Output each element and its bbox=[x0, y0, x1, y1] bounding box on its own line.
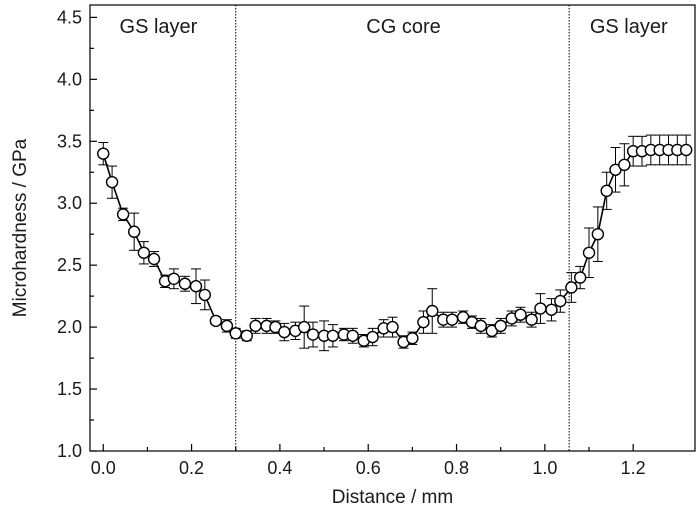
data-point bbox=[220, 319, 234, 333]
data-point bbox=[127, 225, 141, 238]
data-point bbox=[474, 319, 488, 333]
y-tick-label: 3.5 bbox=[57, 131, 82, 151]
data-point bbox=[326, 329, 340, 342]
data-point bbox=[178, 277, 192, 290]
data-point bbox=[573, 271, 587, 284]
y-tick-labels: 1.0 1.5 2.0 2.5 3.0 3.5 4.0 4.5 bbox=[57, 7, 82, 461]
data-point bbox=[240, 329, 253, 342]
axis-ticks bbox=[90, 16, 634, 452]
data-point bbox=[618, 158, 631, 172]
data-point bbox=[554, 294, 567, 308]
data-point bbox=[417, 315, 430, 329]
region-label-1: CG core bbox=[366, 16, 440, 38]
data-point bbox=[600, 184, 613, 198]
error-bars bbox=[98, 134, 692, 352]
data-point bbox=[582, 246, 596, 259]
data-point bbox=[189, 280, 203, 293]
zone-boundaries bbox=[235, 5, 570, 451]
data-point bbox=[679, 143, 693, 157]
data-point bbox=[116, 208, 130, 221]
data-point bbox=[426, 304, 439, 318]
x-tick-label: 0.6 bbox=[356, 458, 381, 478]
x-tick-label: 0.8 bbox=[444, 458, 469, 478]
data-point bbox=[565, 281, 578, 294]
data-point bbox=[494, 319, 507, 333]
data-point bbox=[591, 227, 605, 241]
data-point bbox=[137, 246, 151, 259]
data-points bbox=[97, 143, 693, 349]
y-tick-label: 4.0 bbox=[57, 69, 82, 89]
data-point bbox=[147, 252, 161, 266]
data-point bbox=[105, 175, 119, 189]
data-point bbox=[278, 325, 291, 339]
x-tick-label: 0.4 bbox=[267, 458, 292, 478]
data-point bbox=[346, 329, 359, 342]
x-axis-title: Distance / mm bbox=[332, 487, 453, 508]
data-point bbox=[229, 327, 242, 340]
x-tick-label: 1.2 bbox=[621, 458, 646, 478]
region-labels: GS layer CG core GS layer bbox=[120, 16, 668, 38]
x-tick-label: 0.2 bbox=[179, 458, 204, 478]
data-point bbox=[209, 314, 223, 328]
data-point bbox=[97, 147, 110, 160]
data-point bbox=[386, 320, 399, 334]
data-point bbox=[545, 303, 558, 316]
plot-frame bbox=[89, 4, 696, 452]
data-point bbox=[297, 320, 311, 334]
data-point bbox=[198, 288, 212, 302]
series-line bbox=[102, 149, 687, 343]
x-tick-label: 0.0 bbox=[91, 458, 116, 478]
y-tick-label: 1.5 bbox=[57, 379, 82, 399]
data-point bbox=[514, 308, 527, 321]
data-point bbox=[366, 330, 379, 344]
y-tick-label: 2.5 bbox=[57, 255, 82, 275]
data-point bbox=[306, 328, 320, 341]
region-label-0: GS layer bbox=[120, 16, 198, 38]
y-tick-label: 3.0 bbox=[57, 193, 82, 213]
y-axis-title: Microhardness / GPa bbox=[10, 138, 31, 317]
data-point bbox=[525, 313, 538, 326]
data-point bbox=[445, 313, 459, 326]
y-tick-label: 4.5 bbox=[57, 7, 82, 27]
data-point bbox=[249, 319, 262, 333]
data-point bbox=[534, 302, 547, 315]
y-tick-label: 2.0 bbox=[57, 317, 82, 337]
x-tick-label: 1.0 bbox=[532, 458, 557, 478]
y-tick-label: 1.0 bbox=[57, 441, 82, 461]
region-label-2: GS layer bbox=[590, 16, 668, 38]
x-tick-labels: 0.0 0.2 0.4 0.6 0.8 1.0 1.2 bbox=[91, 458, 646, 478]
data-point bbox=[167, 272, 181, 285]
data-point bbox=[406, 332, 419, 345]
